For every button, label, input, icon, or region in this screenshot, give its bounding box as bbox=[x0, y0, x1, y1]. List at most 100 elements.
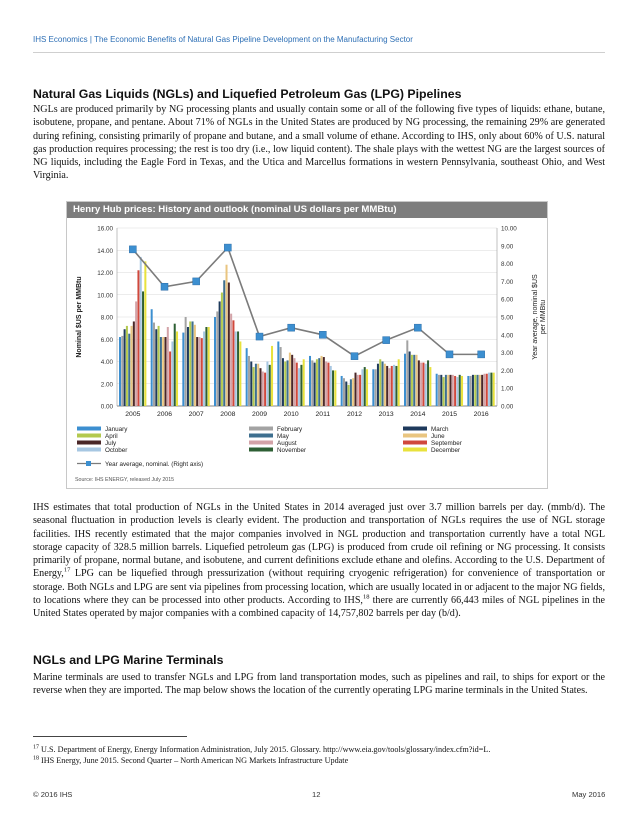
year-average-point-2015 bbox=[445, 350, 454, 359]
bar-2009-january bbox=[245, 348, 248, 406]
bar-2009-september bbox=[264, 372, 267, 406]
bar-2009-november bbox=[268, 364, 271, 406]
bar-2005-november bbox=[142, 291, 145, 406]
y2-tick-label: 1.00 bbox=[501, 386, 514, 393]
y-tick-label: 10.00 bbox=[97, 292, 113, 299]
bar-2013-august bbox=[388, 368, 391, 406]
bar-2006-august bbox=[166, 327, 169, 406]
bar-2006-july bbox=[164, 337, 167, 406]
bar-2005-june bbox=[130, 325, 133, 406]
bar-2014-october bbox=[424, 363, 427, 406]
footer-date: May 2016 bbox=[572, 790, 606, 799]
bar-2014-april bbox=[410, 354, 413, 406]
y-tick-label: 14.00 bbox=[97, 248, 113, 255]
y2-axis-title-line2: per MMBtu bbox=[540, 300, 547, 334]
bar-2008-april bbox=[220, 292, 223, 406]
bar-2010-november bbox=[300, 364, 303, 406]
bar-2014-september bbox=[422, 362, 425, 406]
bar-2016-december bbox=[492, 372, 495, 406]
legend-swatch-november bbox=[249, 447, 273, 452]
para-part-2: LPG can be liquefied through pressurizat… bbox=[33, 568, 605, 607]
bar-2012-august bbox=[356, 374, 359, 406]
x-tick-label: 2006 bbox=[157, 411, 172, 418]
bar-2009-may bbox=[254, 363, 257, 406]
bar-2012-march bbox=[345, 381, 348, 406]
bar-2008-june bbox=[225, 264, 228, 406]
bar-2007-september bbox=[200, 338, 203, 406]
bar-2012-april bbox=[347, 384, 350, 406]
y2-tick-label: 3.00 bbox=[501, 350, 514, 357]
legend-swatch-september bbox=[403, 440, 427, 445]
bar-2010-july bbox=[291, 354, 294, 406]
y2-tick-label: 5.00 bbox=[501, 315, 514, 322]
bar-2005-august bbox=[135, 301, 138, 406]
bar-2007-august bbox=[198, 337, 201, 406]
footnote-number: 18 bbox=[33, 755, 39, 762]
bar-2016-august bbox=[483, 373, 486, 406]
bar-2006-may bbox=[159, 337, 162, 406]
legend-swatch-april bbox=[77, 433, 101, 438]
bar-2016-october bbox=[488, 372, 491, 406]
chart-title: Henry Hub prices: History and outlook (n… bbox=[73, 204, 397, 215]
bar-2007-december bbox=[207, 327, 210, 406]
bar-2015-september bbox=[454, 375, 457, 406]
bar-2005-may bbox=[128, 333, 131, 406]
footnote-ref-18[interactable]: 18 bbox=[362, 593, 370, 601]
bar-2005-september bbox=[137, 270, 140, 406]
bar-2012-november bbox=[363, 367, 366, 406]
y-tick-label: 0.00 bbox=[101, 404, 114, 411]
bar-2014-june bbox=[415, 354, 418, 406]
bar-2016-april bbox=[474, 374, 477, 406]
bar-2010-june bbox=[288, 352, 291, 406]
bar-2016-september bbox=[485, 373, 488, 406]
x-tick-label: 2015 bbox=[442, 411, 457, 418]
bar-2016-may bbox=[476, 374, 479, 406]
bar-2013-july bbox=[386, 365, 389, 406]
bar-2015-may bbox=[444, 374, 447, 406]
legend-label: August bbox=[277, 440, 297, 447]
legend-label: December bbox=[431, 447, 460, 454]
footnote-divider bbox=[33, 736, 187, 737]
bar-2005-july bbox=[132, 321, 135, 406]
bar-2012-may bbox=[349, 379, 352, 406]
footnote-text: IHS Energy, June 2015. Second Quarter – … bbox=[39, 756, 349, 765]
bar-2006-february bbox=[152, 322, 155, 406]
year-average-point-2012 bbox=[350, 352, 359, 360]
y-axis-title: Nominal $US per MMBtu bbox=[76, 276, 83, 357]
footer-copyright: © 2016 IHS bbox=[33, 790, 73, 799]
x-tick-label: 2009 bbox=[252, 411, 267, 418]
bar-2011-february bbox=[311, 360, 314, 406]
y-tick-label: 6.00 bbox=[101, 337, 114, 344]
footnote-text: U.S. Department of Energy, Energy Inform… bbox=[39, 745, 491, 754]
year-average-point-2013 bbox=[382, 336, 390, 344]
running-header: IHS Economics | The Economic Benefits of… bbox=[33, 35, 413, 44]
year-average-point-2006 bbox=[160, 282, 169, 291]
footnote-ref-17[interactable]: 17 bbox=[63, 567, 71, 575]
bar-2008-august bbox=[230, 313, 233, 406]
legend-swatch-july bbox=[77, 440, 101, 445]
legend-label: Year average, nominal. (Right axis) bbox=[105, 461, 203, 468]
legend-label: April bbox=[105, 433, 118, 440]
bar-2015-january bbox=[435, 373, 438, 406]
bar-2006-september bbox=[169, 351, 172, 406]
bar-2015-february bbox=[437, 374, 440, 406]
year-average-point-2011 bbox=[319, 331, 327, 339]
footer-page-number: 12 bbox=[312, 790, 321, 799]
section-heading-marine-terminals: NGLs and LPG Marine Terminals bbox=[33, 653, 224, 667]
y2-tick-label: 8.00 bbox=[501, 261, 514, 268]
legend-label: July bbox=[105, 440, 117, 447]
bar-2016-february bbox=[469, 375, 472, 406]
bar-2005-april bbox=[125, 325, 128, 406]
bar-2008-november bbox=[237, 331, 240, 406]
bar-2009-july bbox=[259, 368, 262, 406]
bar-2014-january bbox=[404, 353, 407, 406]
y2-tick-label: 7.00 bbox=[501, 279, 514, 286]
y2-tick-label: 4.00 bbox=[501, 332, 514, 339]
bar-2013-december bbox=[397, 359, 400, 406]
bar-2011-may bbox=[318, 358, 321, 406]
y-tick-label: 12.00 bbox=[97, 270, 113, 277]
bar-2009-december bbox=[271, 345, 274, 406]
chart-plot: 0.00 2.00 4.00 6.00 8.00 10.00 12.00 14.00 16.00… bbox=[75, 226, 547, 484]
bar-2013-may bbox=[381, 361, 384, 406]
bar-2009-october bbox=[266, 361, 269, 406]
